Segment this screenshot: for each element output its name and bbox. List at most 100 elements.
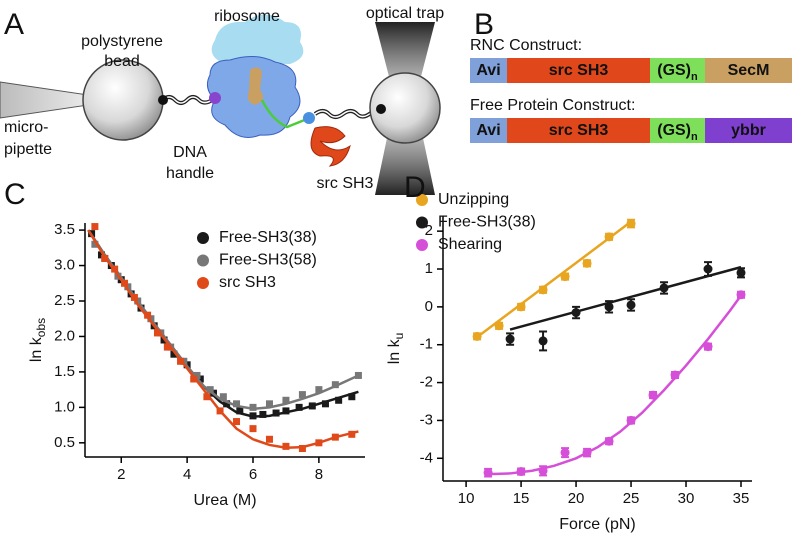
label: handle — [166, 165, 214, 182]
point — [134, 297, 142, 305]
legend-marker — [197, 254, 209, 267]
point — [582, 448, 592, 458]
segment-text: Avi — [476, 62, 500, 79]
segment-label: (GS)n — [657, 122, 698, 143]
legend-label: Free-SH3(58) — [219, 252, 317, 269]
panel-label: D — [404, 171, 426, 204]
y-tick-label: 1.5 — [54, 363, 75, 380]
y-axis-title: ln ku — [386, 333, 406, 365]
point — [736, 290, 746, 300]
point — [582, 258, 592, 268]
y-axis-title-main: ln k — [28, 336, 45, 362]
point — [91, 240, 99, 248]
bead — [82, 59, 164, 141]
segment — [650, 118, 705, 143]
point — [295, 403, 303, 411]
peptide — [260, 99, 308, 129]
legend-marker — [416, 239, 428, 251]
x-tick-label: 25 — [623, 490, 640, 507]
label: DNA — [173, 144, 207, 161]
segment-label: src SH3 — [549, 62, 609, 79]
y-tick-label: 1 — [425, 260, 433, 277]
point — [298, 391, 306, 399]
segment-text: (GS) — [657, 62, 691, 79]
point — [298, 444, 306, 452]
y-tick-label: 2.0 — [54, 327, 75, 344]
segment-text: src SH3 — [549, 62, 609, 79]
label: micro- — [4, 119, 48, 136]
x-tick-label: 10 — [458, 490, 475, 507]
label: optical trap — [366, 5, 444, 22]
point — [703, 342, 713, 352]
bead — [369, 72, 441, 144]
point — [321, 400, 329, 408]
panel-label: B — [474, 8, 494, 41]
point — [219, 393, 227, 401]
point — [626, 415, 636, 425]
y-tick-label: 2.5 — [54, 292, 75, 309]
segment-sub: n — [691, 131, 698, 143]
construct-title: Free Protein Construct: — [470, 97, 635, 114]
label: polystyrene — [81, 33, 163, 50]
y-axis-title: ln kobs — [28, 318, 48, 362]
legend-marker — [197, 232, 209, 244]
segment-text: ybbr — [731, 122, 766, 139]
point — [483, 468, 493, 478]
point — [282, 407, 290, 415]
label: pipette — [4, 141, 52, 158]
segment-label: SecM — [728, 62, 770, 79]
point — [560, 272, 570, 282]
point — [626, 219, 636, 229]
legend-label: Unzipping — [438, 191, 509, 208]
linker — [303, 112, 315, 124]
point — [153, 329, 161, 337]
charts: 2 4 6 8 0.5 1.0 1.5 2.0 2.5 3.0 3.5 Free-SH3(38) Fre… — [4, 171, 752, 533]
point — [193, 371, 201, 379]
point — [315, 439, 323, 447]
point — [331, 381, 339, 389]
point — [249, 412, 257, 420]
fit-line — [476, 220, 632, 339]
segment — [507, 58, 650, 83]
point — [249, 425, 257, 433]
fit-line — [509, 265, 742, 331]
panel-b: B RNC Construct:Avi src SH3 (GS)n SecMFree … — [470, 8, 792, 143]
y-tick-label: -4 — [420, 449, 433, 466]
label: ribosome — [214, 8, 280, 25]
point — [670, 370, 680, 380]
point — [659, 283, 669, 293]
x-tick-label: 4 — [183, 466, 191, 483]
segment-text: src SH3 — [549, 122, 609, 139]
point — [315, 386, 323, 394]
segment-text: (GS) — [657, 122, 691, 139]
point — [335, 396, 343, 404]
x-tick-label: 15 — [513, 490, 530, 507]
x-tick-label: 20 — [568, 490, 585, 507]
point — [97, 251, 105, 259]
point — [236, 407, 244, 415]
y-tick-label: 1.0 — [54, 398, 75, 415]
point — [703, 264, 713, 274]
segment-sub: n — [691, 71, 698, 83]
point — [538, 336, 548, 346]
trna — [247, 67, 264, 105]
x-axis-title: Urea (M) — [193, 492, 256, 509]
point — [163, 343, 171, 351]
point — [121, 279, 129, 287]
point — [196, 375, 204, 383]
segment — [470, 58, 507, 83]
legend-marker — [416, 216, 428, 229]
point — [348, 430, 356, 438]
segment-label: src SH3 — [549, 122, 609, 139]
legend-label: Shearing — [438, 236, 502, 253]
fit-line — [488, 294, 743, 476]
point — [203, 393, 211, 401]
point — [233, 418, 241, 426]
x-tick-label: 6 — [249, 466, 257, 483]
y-tick-label: 3.5 — [54, 221, 75, 238]
y-axis-title-sub: obs — [34, 318, 48, 337]
x-tick-label: 35 — [733, 490, 750, 507]
linker — [376, 104, 386, 114]
panel-label: C — [4, 178, 26, 211]
